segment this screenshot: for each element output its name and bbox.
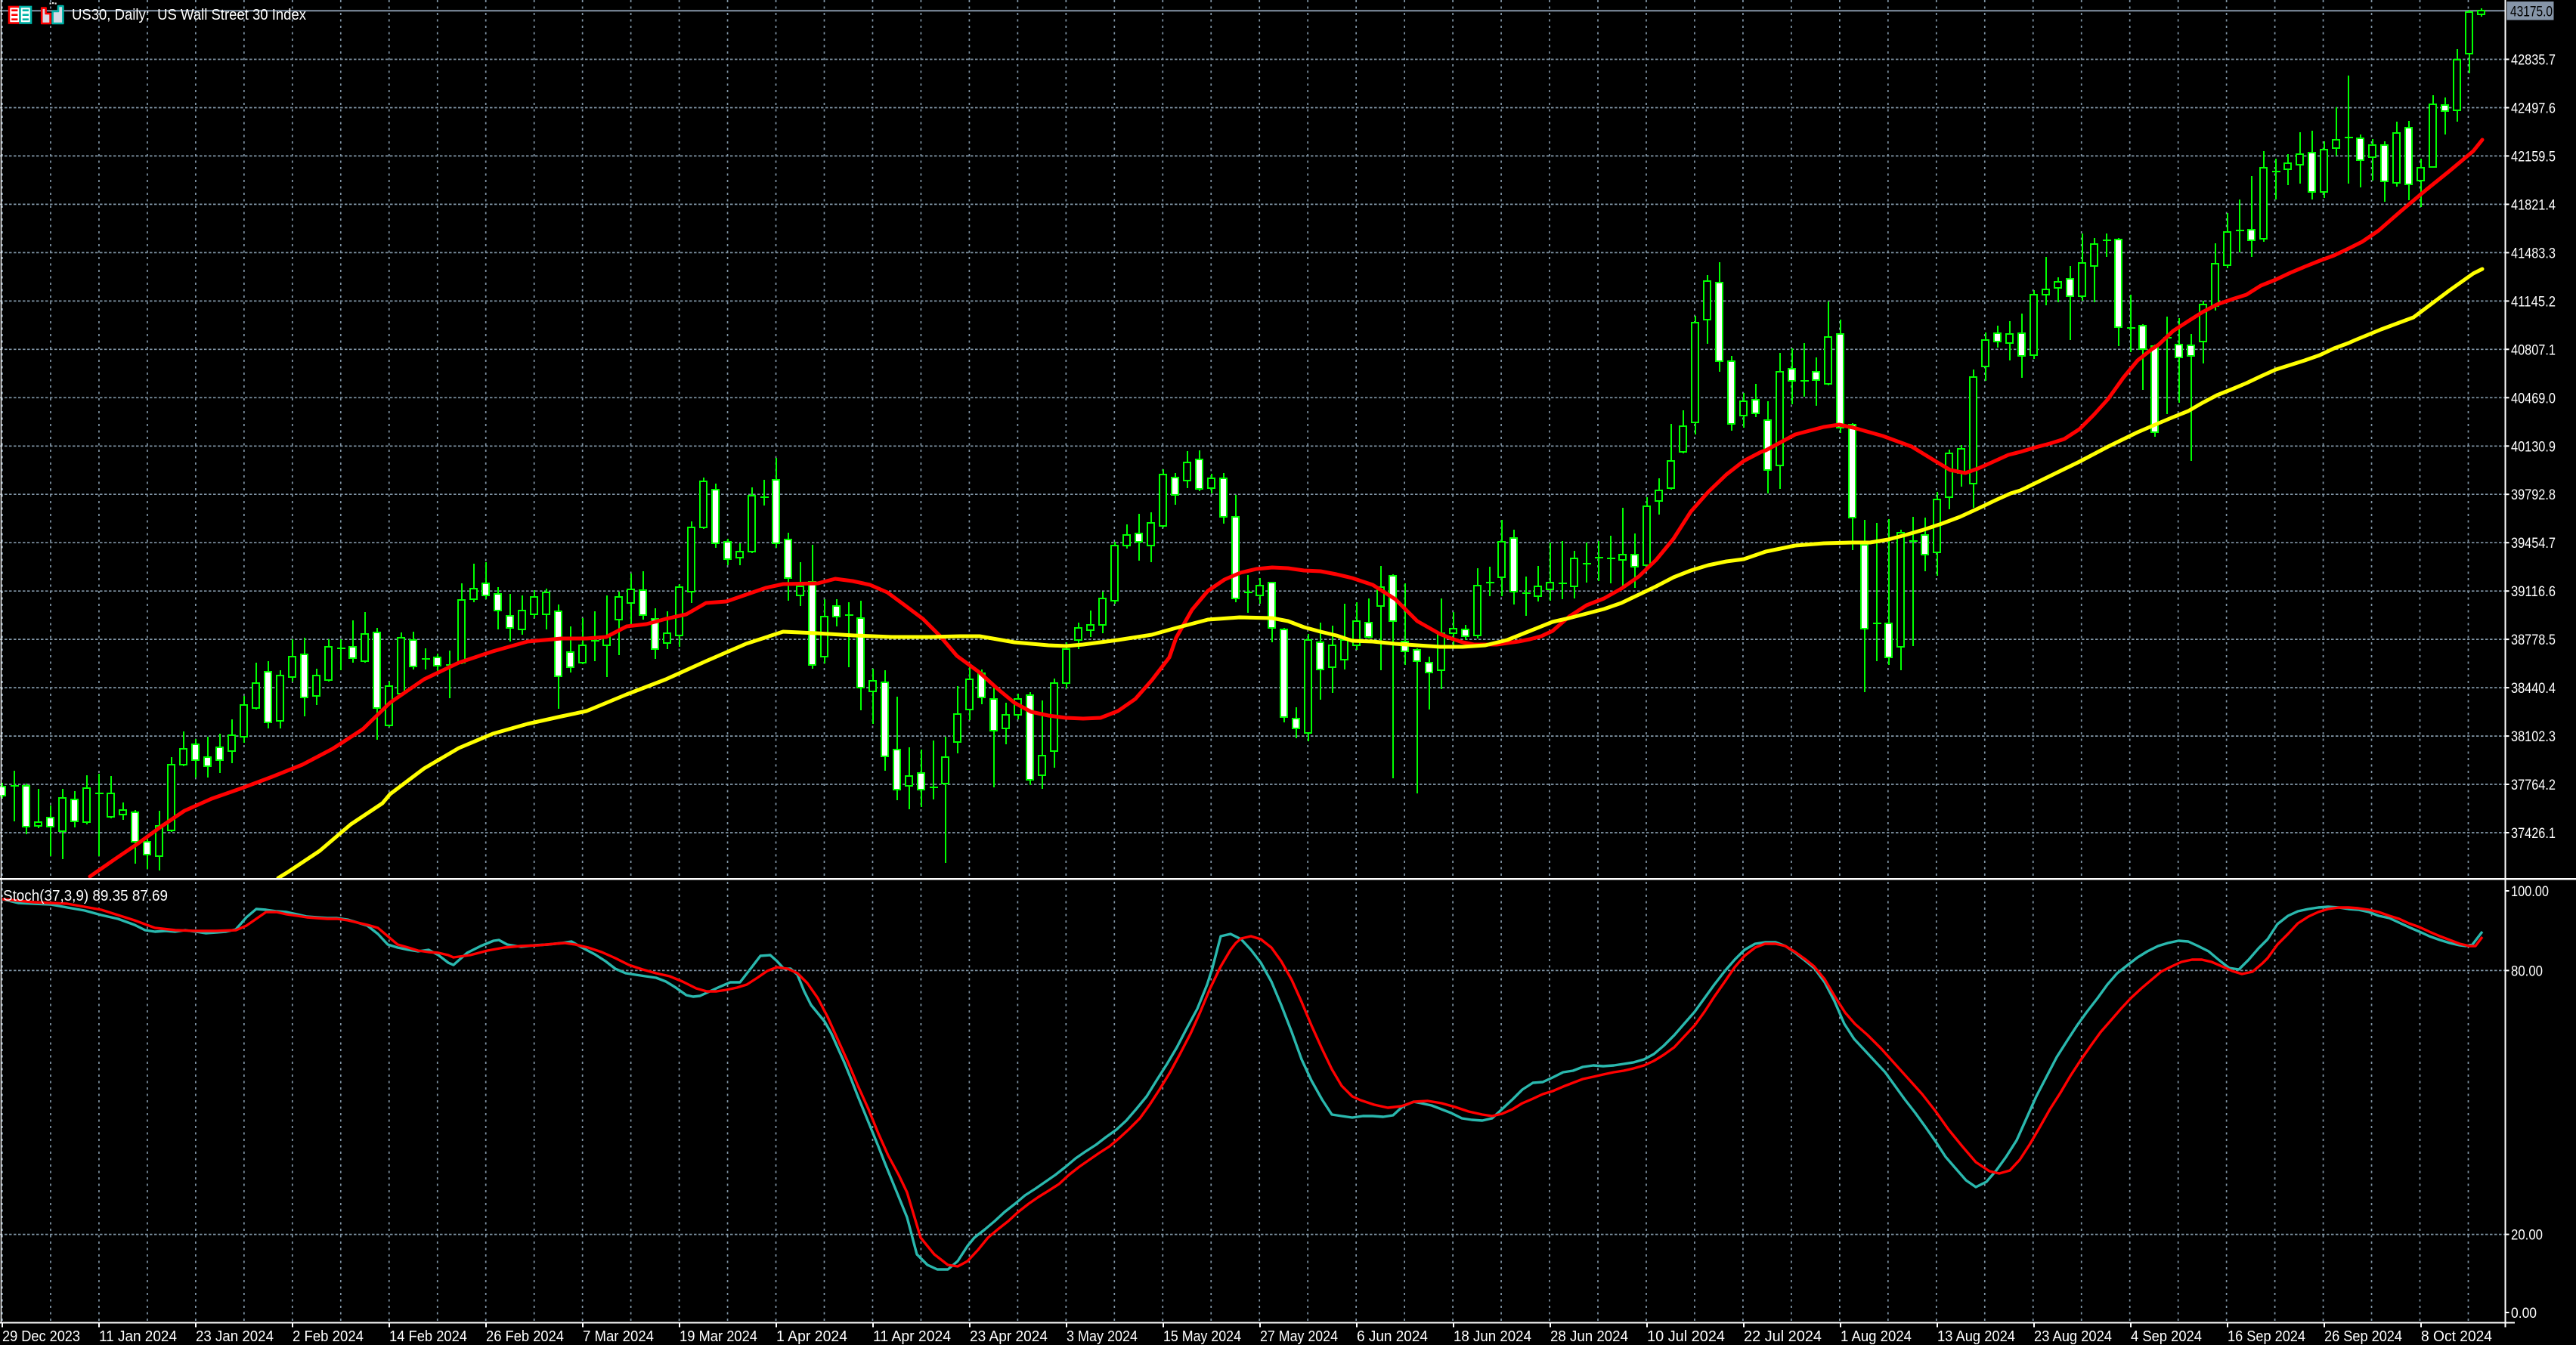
svg-text:8 Oct 2024: 8 Oct 2024 xyxy=(2421,1328,2492,1345)
svg-text:41483.3: 41483.3 xyxy=(2511,245,2556,261)
svg-text:39792.8: 39792.8 xyxy=(2511,487,2556,503)
svg-text:1 Aug 2024: 1 Aug 2024 xyxy=(1841,1328,1912,1345)
svg-text:7 Mar 2024: 7 Mar 2024 xyxy=(583,1328,654,1345)
svg-text:15 May 2024: 15 May 2024 xyxy=(1163,1328,1241,1345)
svg-text:3 May 2024: 3 May 2024 xyxy=(1067,1328,1138,1345)
svg-text:41821.4: 41821.4 xyxy=(2511,196,2556,213)
svg-text:43175.0: 43175.0 xyxy=(2510,4,2553,20)
svg-text:41145.2: 41145.2 xyxy=(2511,293,2556,310)
svg-text:22 Jul 2024: 22 Jul 2024 xyxy=(1744,1328,1822,1345)
svg-text:Stoch(37,3,9) 89.35 87.69: Stoch(37,3,9) 89.35 87.69 xyxy=(3,888,168,904)
svg-text:29 Dec 2023: 29 Dec 2023 xyxy=(2,1328,80,1345)
svg-text:14 Feb 2024: 14 Feb 2024 xyxy=(389,1328,467,1345)
svg-text:US30, Daily: US Wall Street 3: US30, Daily: US Wall Street 30 Index xyxy=(72,7,306,23)
svg-text:20.00: 20.00 xyxy=(2511,1227,2543,1244)
svg-text:4 Sep 2024: 4 Sep 2024 xyxy=(2131,1328,2202,1345)
svg-text:11 Apr 2024: 11 Apr 2024 xyxy=(873,1328,951,1345)
svg-text:38102.3: 38102.3 xyxy=(2511,728,2556,745)
svg-text:1 Apr 2024: 1 Apr 2024 xyxy=(776,1328,847,1345)
svg-text:18 Jun 2024: 18 Jun 2024 xyxy=(1454,1328,1531,1345)
svg-text:39454.7: 39454.7 xyxy=(2511,535,2556,552)
svg-text:6 Jun 2024: 6 Jun 2024 xyxy=(1357,1328,1428,1345)
svg-text:11 Jan 2024: 11 Jan 2024 xyxy=(99,1328,177,1345)
svg-text:23 Jan 2024: 23 Jan 2024 xyxy=(196,1328,274,1345)
svg-text:38440.4: 38440.4 xyxy=(2511,680,2556,697)
svg-text:27 May 2024: 27 May 2024 xyxy=(1260,1328,1338,1345)
svg-text:40469.0: 40469.0 xyxy=(2511,390,2556,407)
svg-text:19 Mar 2024: 19 Mar 2024 xyxy=(680,1328,757,1345)
svg-text:37764.2: 37764.2 xyxy=(2511,777,2556,793)
svg-text:42497.6: 42497.6 xyxy=(2511,100,2556,117)
svg-text:0.00: 0.00 xyxy=(2511,1305,2537,1322)
svg-text:38778.5: 38778.5 xyxy=(2511,632,2556,648)
svg-text:28 Jun 2024: 28 Jun 2024 xyxy=(1550,1328,1628,1345)
svg-text:23 Aug 2024: 23 Aug 2024 xyxy=(2034,1328,2112,1345)
svg-text:23 Apr 2024: 23 Apr 2024 xyxy=(970,1328,1048,1345)
svg-text:10 Jul 2024: 10 Jul 2024 xyxy=(1647,1328,1725,1345)
svg-text:26 Sep 2024: 26 Sep 2024 xyxy=(2324,1328,2402,1345)
svg-text:16 Sep 2024: 16 Sep 2024 xyxy=(2228,1328,2305,1345)
svg-text:100.00: 100.00 xyxy=(2511,883,2549,900)
svg-text:42835.7: 42835.7 xyxy=(2511,52,2556,69)
svg-text:2 Feb 2024: 2 Feb 2024 xyxy=(293,1328,364,1345)
svg-text:80.00: 80.00 xyxy=(2511,963,2543,979)
svg-text:37426.1: 37426.1 xyxy=(2511,825,2556,842)
svg-text:39116.6: 39116.6 xyxy=(2511,583,2556,600)
svg-text:42159.5: 42159.5 xyxy=(2511,148,2556,165)
svg-text:13 Aug 2024: 13 Aug 2024 xyxy=(1937,1328,2015,1345)
svg-text:40807.1: 40807.1 xyxy=(2511,342,2556,358)
svg-text:40130.9: 40130.9 xyxy=(2511,438,2556,455)
svg-text:26 Feb 2024: 26 Feb 2024 xyxy=(486,1328,564,1345)
